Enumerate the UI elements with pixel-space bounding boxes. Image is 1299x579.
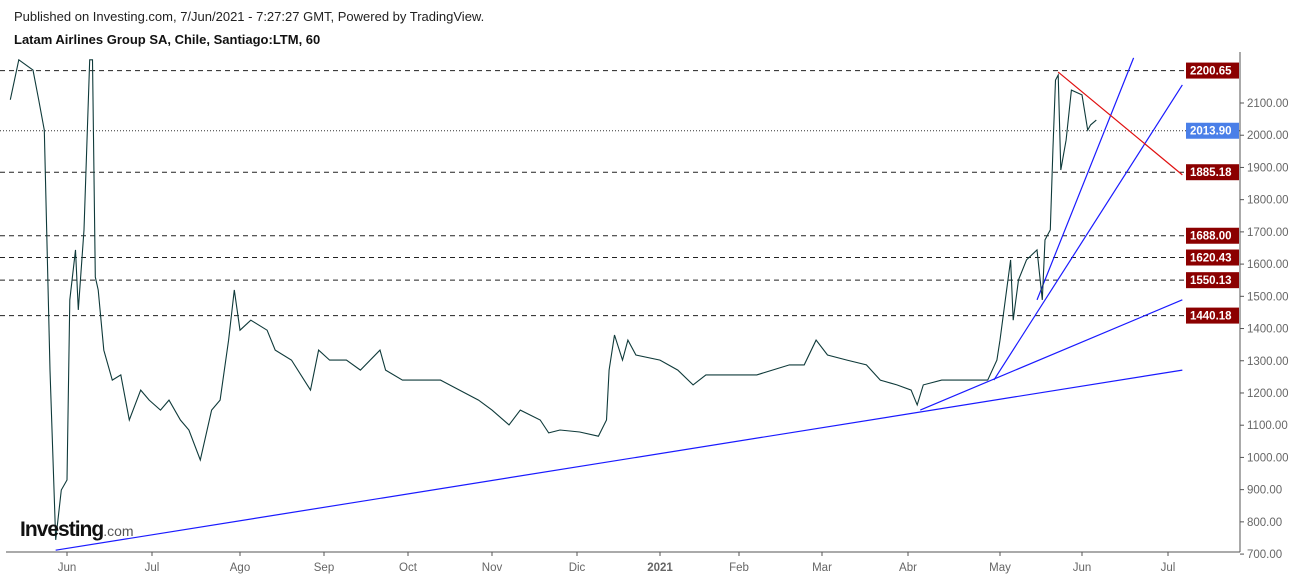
trend-line[interactable] [993, 84, 1183, 381]
level-tag-label: 1440.18 [1190, 311, 1232, 323]
level-tag-label: 2200.65 [1190, 66, 1232, 78]
level-tag [1186, 307, 1239, 324]
y-tick-label: 900.00 [1247, 485, 1282, 497]
y-tick-label: 800.00 [1247, 517, 1282, 529]
x-tick-label: Jun [1073, 562, 1092, 574]
last-price-tag [1186, 122, 1239, 139]
trend-line[interactable] [1057, 71, 1183, 176]
x-tick-label: Feb [729, 562, 749, 574]
trend-line[interactable] [920, 299, 1183, 411]
level-tag [1186, 272, 1239, 289]
last-price-label: 2013.90 [1190, 126, 1232, 138]
x-tick-label: Abr [899, 562, 917, 574]
y-tick-label: 1000.00 [1247, 452, 1289, 464]
y-tick-label: 1900.00 [1247, 162, 1289, 174]
level-tag-label: 1550.13 [1190, 275, 1232, 287]
x-tick-label: Jul [145, 562, 160, 574]
x-tick-label: 2021 [647, 562, 673, 574]
y-tick-label: 1100.00 [1247, 420, 1288, 432]
investing-logo: Investing.com [20, 518, 134, 541]
published-note: Published on Investing.com, 7/Jun/2021 -… [14, 9, 485, 24]
y-tick-label: 700.00 [1247, 549, 1282, 561]
y-tick-label: 1500.00 [1247, 291, 1289, 303]
x-tick-label: Sep [314, 562, 334, 574]
y-tick-label: 1200.00 [1247, 388, 1289, 400]
y-tick-label: 1400.00 [1247, 324, 1289, 336]
level-tag [1186, 62, 1239, 79]
y-tick-label: 1600.00 [1247, 259, 1289, 271]
price-series-line [9, 58, 1097, 540]
level-tag-label: 1688.00 [1190, 231, 1232, 243]
y-tick-label: 1300.00 [1247, 356, 1289, 368]
chart-title: Latam Airlines Group SA, Chile, Santiago… [14, 32, 321, 47]
x-tick-label: Jun [58, 562, 77, 574]
level-tag [1186, 249, 1239, 266]
y-tick-label: 2100.00 [1247, 98, 1289, 110]
y-tick-label: 1700.00 [1247, 227, 1289, 239]
x-tick-label: Mar [812, 562, 832, 574]
y-tick-label: 2000.00 [1247, 130, 1289, 142]
trend-line[interactable] [55, 369, 1183, 551]
y-tick-label: 1800.00 [1247, 195, 1289, 207]
x-tick-label: Nov [482, 562, 503, 574]
level-tag [1186, 164, 1239, 181]
x-tick-label: Ago [230, 562, 250, 574]
x-tick-label: May [989, 562, 1011, 574]
level-tag-label: 1620.43 [1190, 253, 1232, 265]
x-tick-label: Dic [569, 562, 586, 574]
level-tag [1186, 227, 1239, 244]
x-tick-label: Jul [1161, 562, 1176, 574]
x-tick-label: Oct [399, 562, 418, 574]
trend-line[interactable] [1036, 57, 1135, 301]
level-tag-label: 1885.18 [1190, 167, 1232, 179]
